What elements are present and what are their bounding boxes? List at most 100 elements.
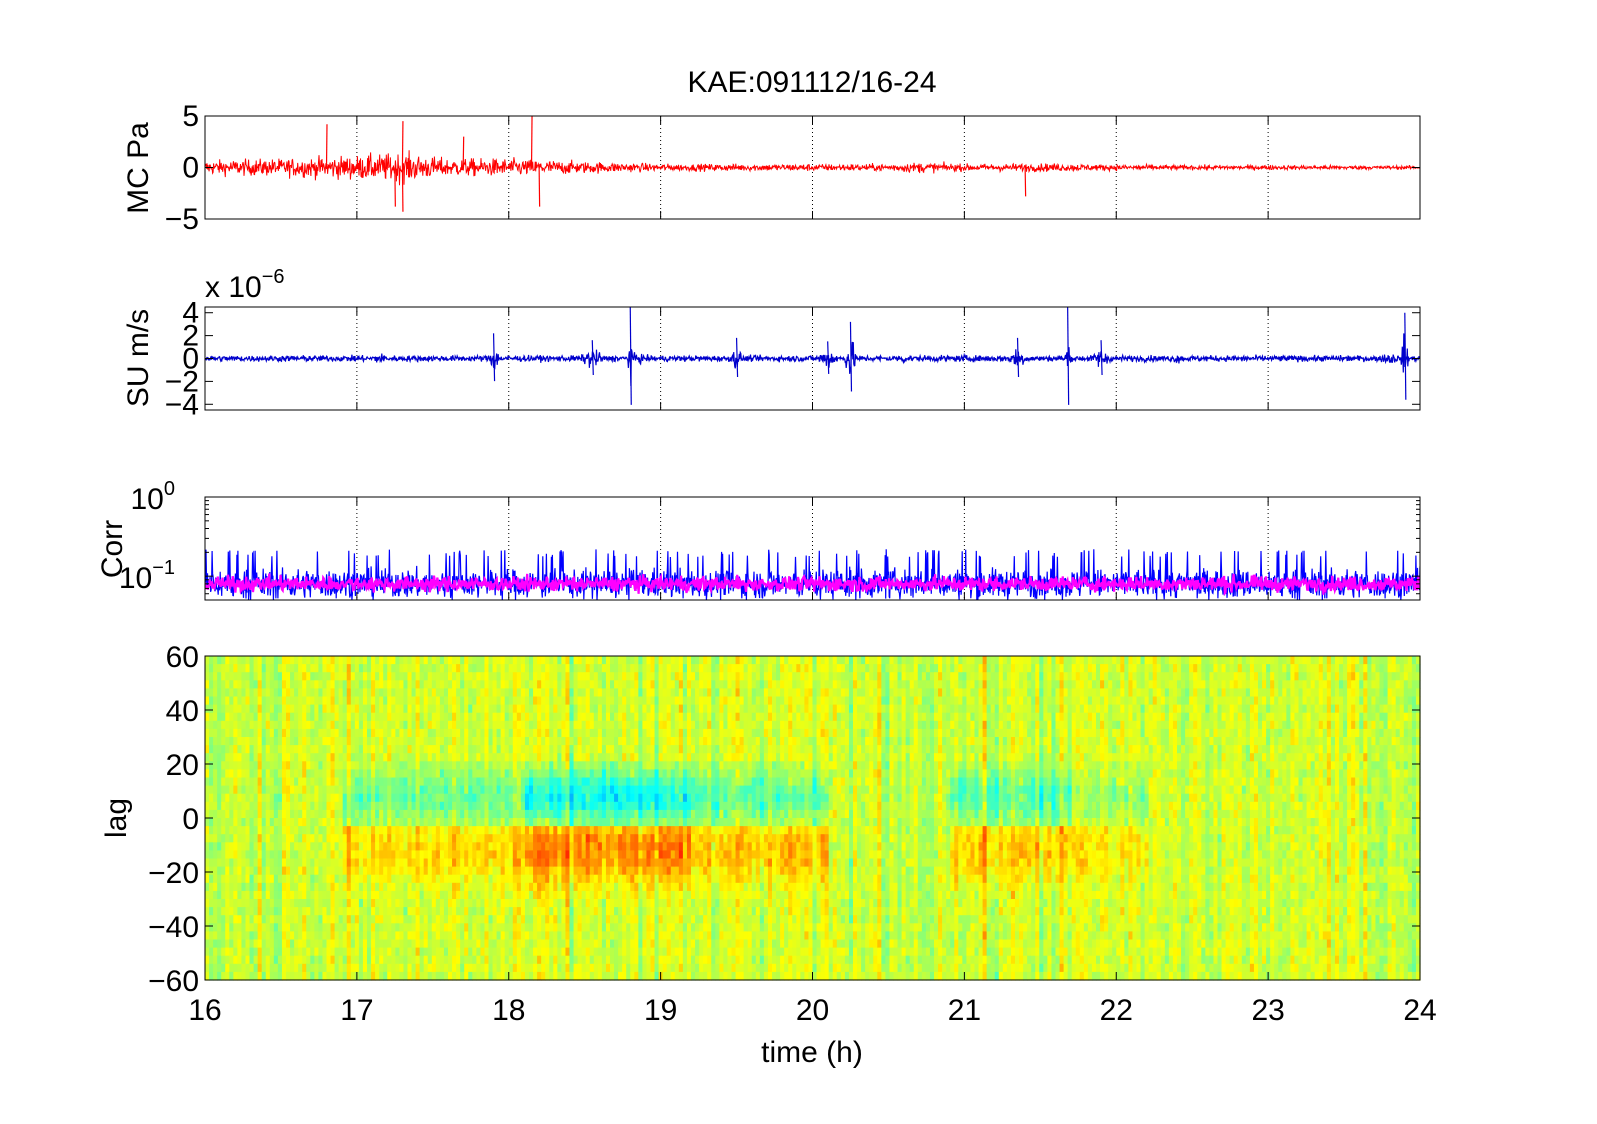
heatmap-cell xyxy=(682,866,688,876)
heatmap-cell xyxy=(435,858,441,868)
heatmap-cell xyxy=(642,971,648,981)
heatmap-cell xyxy=(298,761,303,770)
heatmap-cell xyxy=(537,745,542,754)
heatmap-cell xyxy=(500,712,506,722)
heatmap-cell xyxy=(362,834,368,843)
heatmap-cell xyxy=(557,899,562,908)
heatmap-cell xyxy=(237,882,243,892)
heatmap-cell xyxy=(605,680,611,689)
heatmap-cell xyxy=(496,899,502,908)
heatmap-cell xyxy=(650,680,656,689)
heatmap-cell xyxy=(257,785,263,795)
heatmap-cell xyxy=(306,769,311,779)
heatmap-cell xyxy=(375,720,380,730)
heatmap-cell xyxy=(488,939,494,949)
heatmap-cell xyxy=(618,696,623,706)
heatmap-cell xyxy=(508,971,514,981)
heatmap-cell xyxy=(294,915,299,924)
heatmap-cell xyxy=(286,818,291,827)
heatmap-cell xyxy=(492,826,498,835)
heatmap-cell xyxy=(391,664,396,673)
heatmap-cell xyxy=(423,793,429,803)
heatmap-cell xyxy=(500,899,506,908)
heatmap-cell xyxy=(439,874,445,884)
heatmap-cell xyxy=(342,704,348,714)
heatmap-cell xyxy=(342,696,348,706)
heatmap-cell xyxy=(443,745,449,754)
heatmap-cell xyxy=(524,818,530,827)
heatmap-cell xyxy=(605,818,611,827)
heatmap-cell xyxy=(516,826,522,835)
heatmap-cell xyxy=(205,712,210,722)
heatmap-cell xyxy=(362,720,368,730)
heatmap-cell xyxy=(662,761,668,770)
heatmap-cell xyxy=(537,809,542,819)
heatmap-cell xyxy=(265,890,271,900)
heatmap-cell xyxy=(213,801,218,811)
heatmap-cell xyxy=(318,785,324,795)
heatmap-cell xyxy=(383,656,388,665)
heatmap-cell xyxy=(456,963,461,973)
heatmap-cell xyxy=(277,963,283,973)
heatmap-cell xyxy=(634,728,639,738)
heatmap-cell xyxy=(605,866,611,876)
heatmap-cell xyxy=(290,850,295,860)
heatmap-cell xyxy=(209,874,214,884)
heatmap-cell xyxy=(217,785,222,795)
heatmap-cell xyxy=(670,907,676,916)
heatmap-cell xyxy=(281,809,287,819)
heatmap-cell xyxy=(492,737,498,746)
heatmap-cell xyxy=(273,656,279,665)
heatmap-cell xyxy=(338,931,344,941)
heatmap-cell xyxy=(573,672,579,681)
heatmap-cell xyxy=(241,818,247,827)
heatmap-cell xyxy=(261,971,267,981)
heatmap-cell xyxy=(634,923,639,932)
heatmap-cell xyxy=(330,858,336,868)
heatmap-cell xyxy=(622,704,627,714)
heatmap-cell xyxy=(541,931,546,941)
heatmap-cell xyxy=(439,955,445,965)
heatmap-cell xyxy=(241,907,247,916)
heatmap-cell xyxy=(375,688,380,698)
heatmap-cell xyxy=(472,842,477,851)
heatmap-cell xyxy=(419,971,425,981)
heatmap-cell xyxy=(545,737,550,746)
heatmap-cell xyxy=(443,728,449,738)
heatmap-cell xyxy=(488,793,494,803)
heatmap-cell xyxy=(561,882,567,892)
heatmap-cell xyxy=(205,680,210,689)
heatmap-cell xyxy=(452,890,457,900)
heatmap-cell xyxy=(662,842,668,851)
heatmap-cell xyxy=(225,720,230,730)
heatmap-cell xyxy=(439,842,445,851)
heatmap-cell xyxy=(650,761,656,770)
heatmap-cell xyxy=(553,947,558,957)
heatmap-cell xyxy=(334,720,340,730)
heatmap-cell xyxy=(504,785,510,795)
heatmap-cell xyxy=(294,850,299,860)
heatmap-cell xyxy=(593,955,599,965)
heatmap-cell xyxy=(508,899,514,908)
heatmap-cell xyxy=(480,801,486,811)
heatmap-cell xyxy=(281,858,287,868)
heatmap-cell xyxy=(460,842,465,851)
heatmap-cell xyxy=(334,696,340,706)
heatmap-cell xyxy=(411,801,417,811)
heatmap-cell xyxy=(662,769,668,779)
heatmap-cell xyxy=(654,809,660,819)
heatmap-cell xyxy=(221,826,226,835)
heatmap-cell xyxy=(674,809,680,819)
heatmap-cell xyxy=(379,696,384,706)
heatmap-cell xyxy=(237,915,243,924)
heatmap-cell xyxy=(371,656,376,665)
heatmap-cell xyxy=(265,777,271,787)
heatmap-cell xyxy=(512,834,518,843)
heatmap-cell xyxy=(452,939,457,949)
heatmap-cell xyxy=(253,866,259,876)
heatmap-cell xyxy=(298,850,303,860)
heatmap-cell xyxy=(371,769,376,779)
heatmap-cell xyxy=(601,777,607,787)
heatmap-cell xyxy=(302,866,307,876)
heatmap-cell xyxy=(464,907,469,916)
